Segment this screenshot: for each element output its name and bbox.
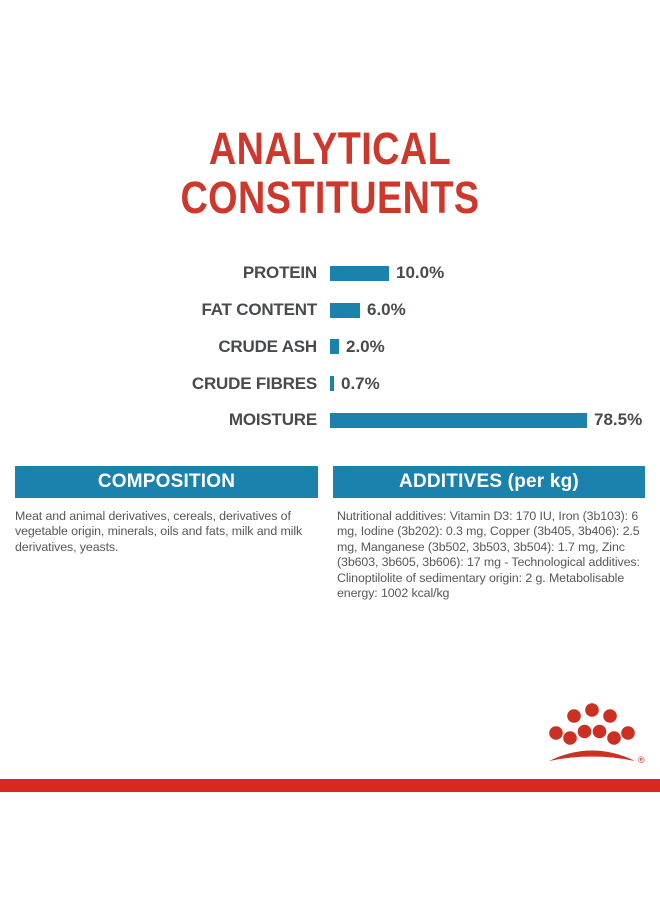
chart-category-label: FAT CONTENT xyxy=(201,300,317,320)
additives-header-label: ADDITIVES (per kg) xyxy=(399,471,579,492)
registered-trademark: ® xyxy=(638,755,645,765)
chart-row: CRUDE FIBRES 0.7% xyxy=(0,365,660,402)
chart-category-label: MOISTURE xyxy=(228,410,317,430)
analytical-constituents-title: ANALYTICAL CONSTITUENTS xyxy=(53,124,607,222)
additives-section-header: ADDITIVES (per kg) xyxy=(333,466,645,498)
brand-crown-logo: ® xyxy=(549,703,645,765)
crown-dots: ® xyxy=(549,703,645,765)
chart-bar xyxy=(330,339,339,355)
chart-bar xyxy=(330,412,587,428)
crown-swoosh-icon xyxy=(549,750,635,761)
composition-section-header: COMPOSITION xyxy=(15,466,318,498)
footer-red-stripe xyxy=(0,779,660,792)
chart-value-label: 0.7% xyxy=(341,373,380,393)
composition-body-text: Meat and animal derivatives, cereals, de… xyxy=(15,509,303,554)
chart-bar xyxy=(330,376,334,392)
chart-category-label: CRUDE ASH xyxy=(218,336,317,356)
composition-header-label: COMPOSITION xyxy=(97,471,236,492)
chart-value-label: 6.0% xyxy=(367,300,406,320)
chart-value-label: 78.5% xyxy=(594,410,643,430)
chart-value-label: 10.0% xyxy=(396,263,445,283)
additives-body-text: Nutritional additives: Vitamin D3: 170 I… xyxy=(337,509,640,601)
analytical-constituents-chart: PROTEIN 10.0% FAT CONTENT 6.0% CRUDE ASH 2.0%… xyxy=(0,255,660,439)
chart-row: PROTEIN 10.0% xyxy=(0,255,660,292)
chart-category-label: CRUDE FIBRES xyxy=(191,373,317,393)
chart-value-label: 2.0% xyxy=(346,336,385,356)
title-line-1: ANALYTICAL xyxy=(208,123,452,174)
title-line-2: CONSTITUENTS xyxy=(180,172,480,223)
chart-row: CRUDE ASH 2.0% xyxy=(0,329,660,366)
chart-category-label: PROTEIN xyxy=(242,263,317,283)
chart-row: MOISTURE 78.5% xyxy=(0,402,660,439)
chart-row: FAT CONTENT 6.0% xyxy=(0,292,660,329)
chart-bar xyxy=(330,302,360,318)
chart-bar xyxy=(330,265,389,281)
